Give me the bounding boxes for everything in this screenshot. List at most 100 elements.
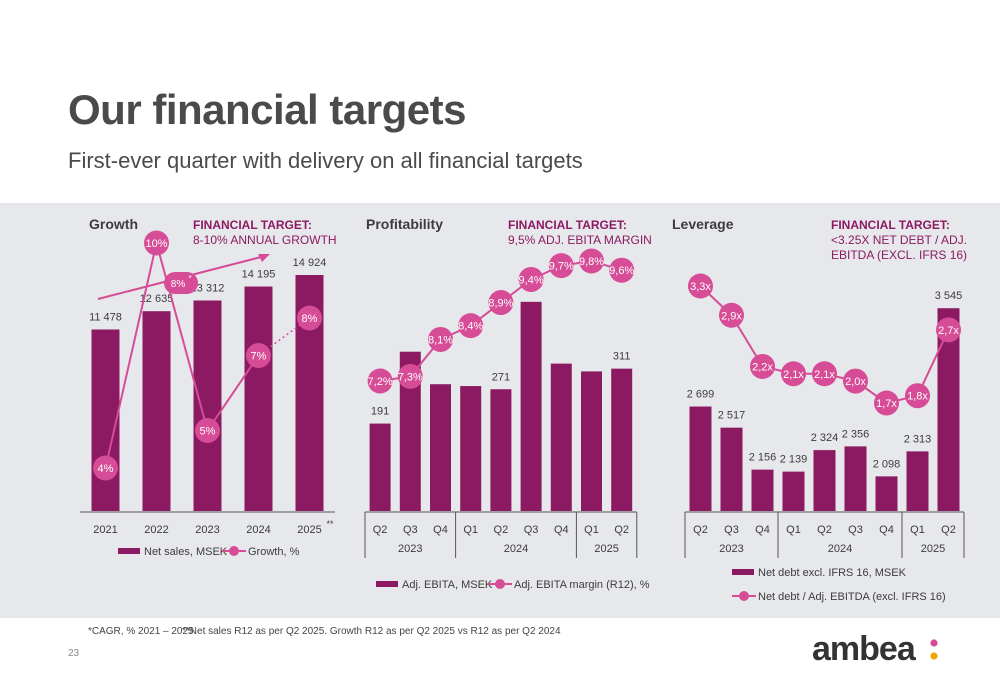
- year-label-2-2: 2025: [921, 543, 945, 555]
- footnote-r12: **Net sales R12 as per Q2 2025. Growth R…: [182, 626, 561, 637]
- bar-label-2-2: 2 156: [749, 452, 777, 464]
- legend-label-2-0: Net debt excl. IFRS 16, MSEK: [758, 567, 907, 579]
- bar-1-5: [520, 301, 542, 511]
- line-point-1-4-marker: [488, 290, 514, 316]
- line-point-0-4-label: 8%: [302, 313, 318, 325]
- line-point-1-5-marker: [518, 266, 544, 292]
- target-title-2: FINANCIAL TARGET:: [831, 218, 950, 232]
- category-label-1-5: Q3: [524, 524, 539, 536]
- bar-label-2-7: 2 313: [904, 433, 932, 445]
- category-label-1-4: Q2: [494, 524, 509, 536]
- bar-1-8: [611, 368, 633, 511]
- target-title-1: FINANCIAL TARGET:: [508, 218, 627, 232]
- line-point-1-8-label: 9,6%: [609, 265, 634, 277]
- line-point-2-2-marker: [750, 353, 775, 379]
- line-point-1-7-marker: [579, 248, 604, 274]
- ambea-logo: ambea: [812, 630, 938, 668]
- legend-dot-2-1: [739, 591, 749, 601]
- line-point-2-0-marker: [688, 273, 713, 299]
- bar-label-1-4: 271: [492, 371, 510, 383]
- bar-label-2-8: 3 545: [935, 290, 963, 302]
- bar-label-2-6: 2 098: [873, 458, 901, 470]
- line-point-2-2-label: 2,2x: [752, 361, 773, 373]
- page-title: Our financial targets: [68, 86, 466, 133]
- bar-0-1: [142, 311, 171, 511]
- legend-label-1-1: Adj. EBITA margin (R12), %: [514, 579, 650, 591]
- category-label-2-1: Q3: [724, 524, 739, 536]
- cagr-label: 8%: [171, 279, 186, 290]
- bar-2-5: [844, 446, 867, 511]
- line-point-2-8-marker: [936, 317, 961, 343]
- line-point-1-5-label: 9,4%: [519, 274, 544, 286]
- page-subtitle: First-ever quarter with delivery on all …: [68, 148, 583, 173]
- bar-label-0-0: 11 478: [89, 312, 122, 324]
- footnote-cagr: *CAGR, % 2021 – 2025: [88, 626, 194, 637]
- line-point-2-6-marker: [874, 390, 899, 416]
- category-label-0-1: 2022: [144, 524, 168, 536]
- bar-1-2: [430, 384, 451, 511]
- bar-1-6: [550, 363, 572, 511]
- line-point-1-6-label: 9,7%: [549, 261, 574, 273]
- bar-0-3: [244, 286, 273, 511]
- bar-1-1: [399, 351, 421, 511]
- cagr-arrow-head: [258, 254, 270, 262]
- year-label-1-0: 2023: [398, 543, 422, 555]
- line-point-0-1-marker: [144, 230, 169, 256]
- legend-swatch-2-0: [732, 569, 754, 575]
- cagr-badge: [164, 272, 198, 294]
- chart-title-2: Leverage: [672, 216, 734, 232]
- line-point-2-8-label: 2,7x: [938, 325, 959, 337]
- bar-2-1: [720, 427, 743, 511]
- category-label-1-2: Q4: [433, 524, 448, 536]
- bar-label-0-2: 13 312: [191, 283, 225, 295]
- line-point-1-4-label: 8,9%: [488, 298, 513, 310]
- legend-dot-0-1: [229, 546, 239, 556]
- category-label-1-7: Q1: [584, 524, 599, 536]
- category-label-0-0: 2021: [93, 524, 117, 536]
- cagr-mark: *: [188, 274, 191, 283]
- target-text-2-1: EBITDA (EXCL. IFRS 16): [831, 248, 967, 262]
- line-point-0-0-marker: [93, 455, 118, 481]
- category-label-0-3: 2024: [246, 524, 270, 536]
- legend-swatch-0-0: [118, 548, 140, 554]
- line-point-1-1-marker: [397, 363, 423, 389]
- year-label-1-2: 2025: [594, 543, 618, 555]
- year-label-2-0: 2023: [719, 543, 743, 555]
- category-suffix-0-4: **: [327, 519, 335, 529]
- line-point-1-6-marker: [548, 253, 574, 279]
- target-text-1-0: 9,5% ADJ. EBITA MARGIN: [508, 233, 652, 247]
- target-text-2-0: <3.25X NET DEBT / ADJ.: [831, 233, 967, 247]
- target-title-0: FINANCIAL TARGET:: [193, 218, 312, 232]
- line-point-1-2-label: 8,1%: [428, 334, 453, 346]
- line-point-2-3-marker: [781, 361, 806, 387]
- chart-title-1: Profitability: [366, 216, 443, 232]
- bar-label-2-0: 2 699: [687, 389, 715, 401]
- year-label-1-1: 2024: [504, 543, 528, 555]
- bar-label-2-5: 2 356: [842, 428, 870, 440]
- bar-1-7: [581, 371, 602, 511]
- category-label-2-2: Q4: [755, 524, 770, 536]
- logo-dot-top: [930, 639, 938, 647]
- bar-1-4: [490, 389, 512, 511]
- line-point-1-8-marker: [609, 257, 635, 283]
- bar-label-2-4: 2 324: [811, 432, 839, 444]
- line-point-0-2-marker: [195, 418, 220, 443]
- bar-2-2: [751, 469, 774, 511]
- page-number: 23: [68, 648, 80, 659]
- category-label-1-3: Q1: [463, 524, 478, 536]
- category-label-1-1: Q3: [403, 524, 418, 536]
- category-label-2-4: Q2: [817, 524, 832, 536]
- line-point-1-3-marker: [458, 313, 484, 339]
- line-point-1-0-label: 7,2%: [368, 376, 393, 388]
- line-point-1-0-marker: [367, 368, 393, 394]
- legend-label-0-1: Growth, %: [248, 546, 300, 558]
- category-label-0-4: 2025: [297, 524, 321, 536]
- logo-dot-bottom: [930, 652, 938, 660]
- line-point-1-2-marker: [428, 326, 453, 352]
- line-point-1-3-label: 8,4%: [458, 321, 483, 333]
- line-point-2-1-marker: [719, 302, 744, 328]
- line-point-2-1-label: 2,9x: [721, 310, 742, 322]
- line-point-2-7-label: 1,8x: [907, 391, 928, 403]
- bar-1-0: [369, 423, 391, 511]
- bar-2-6: [875, 476, 898, 511]
